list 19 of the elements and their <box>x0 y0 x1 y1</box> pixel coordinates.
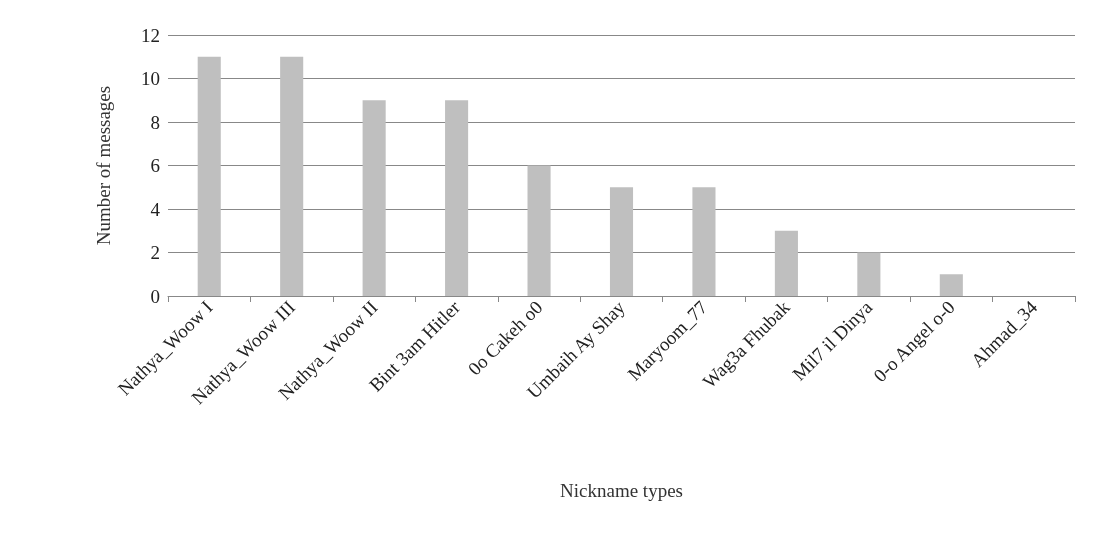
bar <box>609 187 634 296</box>
bar <box>362 100 386 296</box>
bar <box>527 165 551 296</box>
bar <box>280 56 304 296</box>
bar <box>857 252 881 296</box>
y-tick-label: 0 <box>150 285 160 307</box>
x-axis-title: Nickname types <box>560 480 683 501</box>
bar <box>692 187 716 296</box>
bar <box>197 56 221 296</box>
y-tick-label: 12 <box>141 24 160 46</box>
bar <box>774 230 798 296</box>
bar <box>445 100 469 296</box>
bar <box>939 274 963 296</box>
y-tick-label: 10 <box>141 68 160 89</box>
y-tick-label: 8 <box>150 111 160 133</box>
y-tick-label: 4 <box>150 198 161 220</box>
y-tick-label: 2 <box>150 242 160 263</box>
y-tick-label: 6 <box>150 155 160 176</box>
y-axis-title: Number of messages <box>93 85 114 246</box>
